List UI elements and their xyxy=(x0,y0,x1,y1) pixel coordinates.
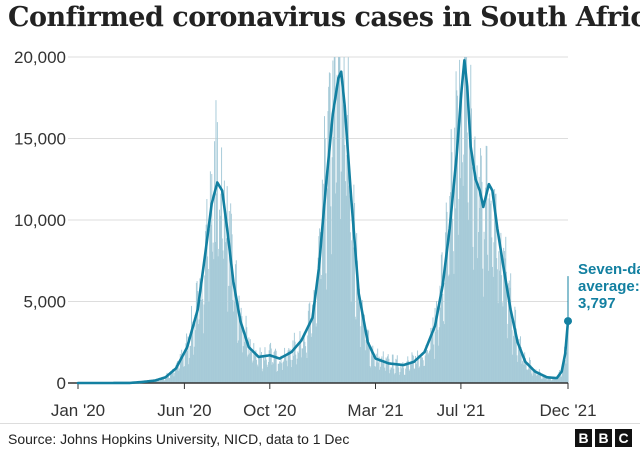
y-tick-label: 15,000 xyxy=(14,130,66,149)
y-tick-label: 0 xyxy=(57,374,66,393)
annotation-label-line: average: xyxy=(578,278,640,295)
latest-value-dot xyxy=(564,317,572,325)
annotation-label-line: Seven-day xyxy=(578,261,640,278)
x-tick-label: Dec '21 xyxy=(539,401,596,420)
x-tick-label: Jun '20 xyxy=(157,401,211,420)
x-tick-label: Jul '21 xyxy=(437,401,486,420)
bbc-logo-letter: B xyxy=(595,429,612,447)
x-tick-label: Jan '20 xyxy=(51,401,105,420)
x-tick-label: Oct '20 xyxy=(243,401,296,420)
annotation-label-line: 3,797 xyxy=(578,295,616,312)
y-axis: 0 5,000 10,000 15,000 20,000 xyxy=(14,48,66,393)
bbc-logo-letter: C xyxy=(615,429,632,447)
y-tick-label: 20,000 xyxy=(14,48,66,67)
footer: Source: Johns Hopkins University, NICD, … xyxy=(0,423,640,451)
x-tick-label: Mar '21 xyxy=(347,401,403,420)
bbc-logo: B B C xyxy=(575,429,632,447)
bbc-logo-letter: B xyxy=(575,429,592,447)
chart-title: Confirmed coronavirus cases in South Afr… xyxy=(8,2,640,33)
source-note: Source: Johns Hopkins University, NICD, … xyxy=(8,431,349,447)
x-axis: Jan '20 Jun '20 Oct '20 Mar '21 Jul '21 Dec '… xyxy=(51,383,597,420)
cases-chart: 0 5,000 10,000 15,000 20,000 Jan '20 Jun '20 O… xyxy=(0,0,640,423)
y-tick-label: 5,000 xyxy=(23,293,66,312)
seven-day-average-annotation: Seven-dayaverage:3,797 xyxy=(578,261,640,312)
y-tick-label: 10,000 xyxy=(14,211,66,230)
